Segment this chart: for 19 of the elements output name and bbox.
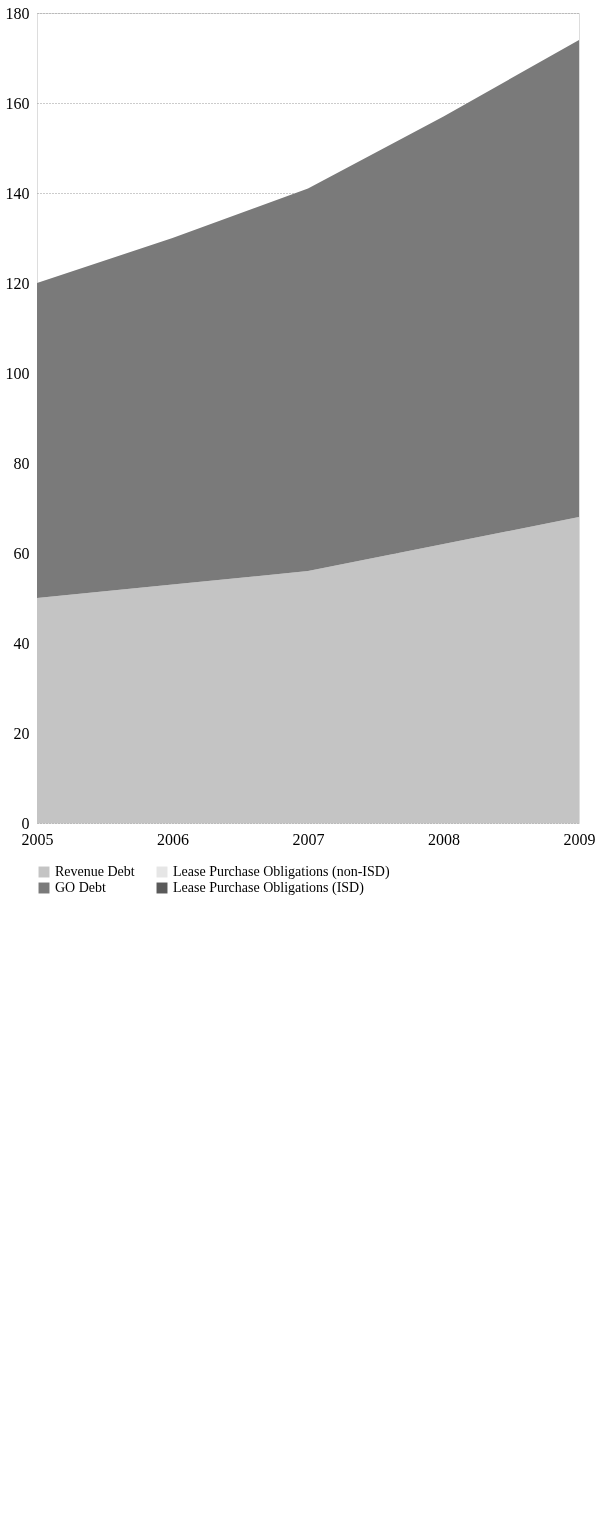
legend-label: GO Debt [55, 880, 107, 895]
x-tick-label: 2006 [157, 830, 189, 848]
x-tick-label: 2007 [292, 830, 325, 848]
y-tick-label: 60 [13, 544, 30, 562]
y-tick-label: 100 [5, 364, 30, 382]
y-tick-label: 160 [5, 94, 30, 112]
legend-label: Lease Purchase Obligations (ISD) [173, 880, 365, 896]
x-tick-label: 2005 [21, 830, 54, 848]
x-tick-label: 2009 [563, 830, 596, 848]
y-tick-label: 180 [5, 4, 30, 22]
legend-label: Lease Purchase Obligations (non-ISD) [173, 864, 390, 880]
y-tick-label: 0 [21, 814, 30, 832]
y-tick-label: 140 [5, 184, 30, 202]
x-tick-label: 2008 [428, 830, 460, 848]
y-tick-label: 80 [13, 454, 30, 472]
y-tick-label: 20 [13, 724, 30, 742]
y-tick-label: 120 [5, 274, 30, 292]
legend-label: Revenue Debt [55, 864, 135, 879]
y-tick-label: 40 [13, 634, 30, 652]
